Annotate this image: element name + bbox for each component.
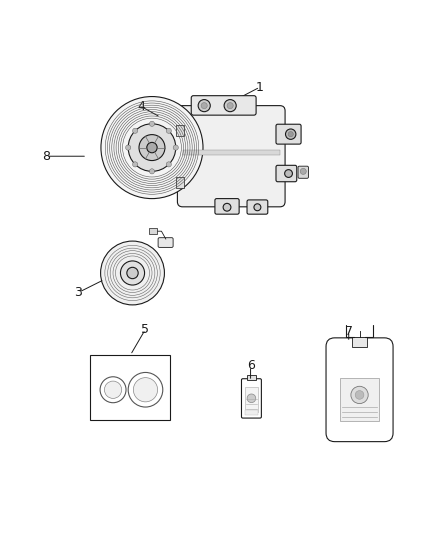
Bar (176, 125, 184, 136)
Circle shape (147, 142, 157, 153)
Bar (149, 228, 157, 233)
Circle shape (128, 124, 176, 172)
Circle shape (139, 135, 165, 160)
Text: 5: 5 (141, 322, 149, 336)
Text: 8: 8 (42, 150, 50, 163)
FancyBboxPatch shape (241, 379, 261, 418)
Circle shape (128, 373, 163, 407)
Circle shape (285, 169, 293, 177)
Circle shape (133, 128, 138, 133)
FancyBboxPatch shape (247, 200, 268, 214)
FancyBboxPatch shape (158, 238, 173, 247)
Circle shape (351, 386, 368, 403)
Bar (247, 375, 256, 380)
Circle shape (134, 378, 158, 402)
Text: 6: 6 (247, 359, 254, 373)
Bar (176, 177, 184, 188)
Bar (340, 378, 379, 421)
Circle shape (355, 391, 364, 399)
Circle shape (201, 103, 207, 109)
FancyBboxPatch shape (191, 96, 256, 115)
Bar (90, 355, 170, 420)
FancyBboxPatch shape (326, 338, 393, 442)
Circle shape (173, 145, 178, 150)
FancyBboxPatch shape (276, 165, 297, 182)
Circle shape (127, 268, 138, 279)
Circle shape (198, 100, 210, 112)
Bar (244, 387, 258, 413)
Circle shape (126, 145, 131, 150)
Circle shape (247, 394, 256, 402)
Text: 1: 1 (256, 80, 264, 93)
Circle shape (101, 241, 164, 305)
Circle shape (227, 103, 233, 109)
Circle shape (133, 162, 138, 167)
Circle shape (254, 204, 261, 211)
Circle shape (286, 129, 296, 139)
Circle shape (101, 96, 203, 199)
Circle shape (104, 381, 122, 398)
FancyBboxPatch shape (276, 124, 301, 144)
Circle shape (288, 132, 293, 137)
FancyBboxPatch shape (298, 166, 308, 178)
FancyBboxPatch shape (215, 199, 239, 214)
Bar (244, 410, 258, 415)
Text: 7: 7 (345, 325, 353, 338)
Circle shape (224, 100, 236, 112)
Circle shape (166, 128, 171, 133)
Text: 4: 4 (137, 100, 145, 113)
Circle shape (149, 169, 155, 174)
Bar (183, 150, 280, 155)
Circle shape (120, 261, 145, 285)
Circle shape (149, 121, 155, 126)
FancyBboxPatch shape (177, 106, 285, 207)
Circle shape (100, 377, 126, 403)
Bar (352, 337, 367, 346)
Circle shape (166, 162, 171, 167)
Circle shape (300, 168, 306, 174)
Text: 3: 3 (74, 286, 82, 299)
Circle shape (223, 204, 231, 211)
